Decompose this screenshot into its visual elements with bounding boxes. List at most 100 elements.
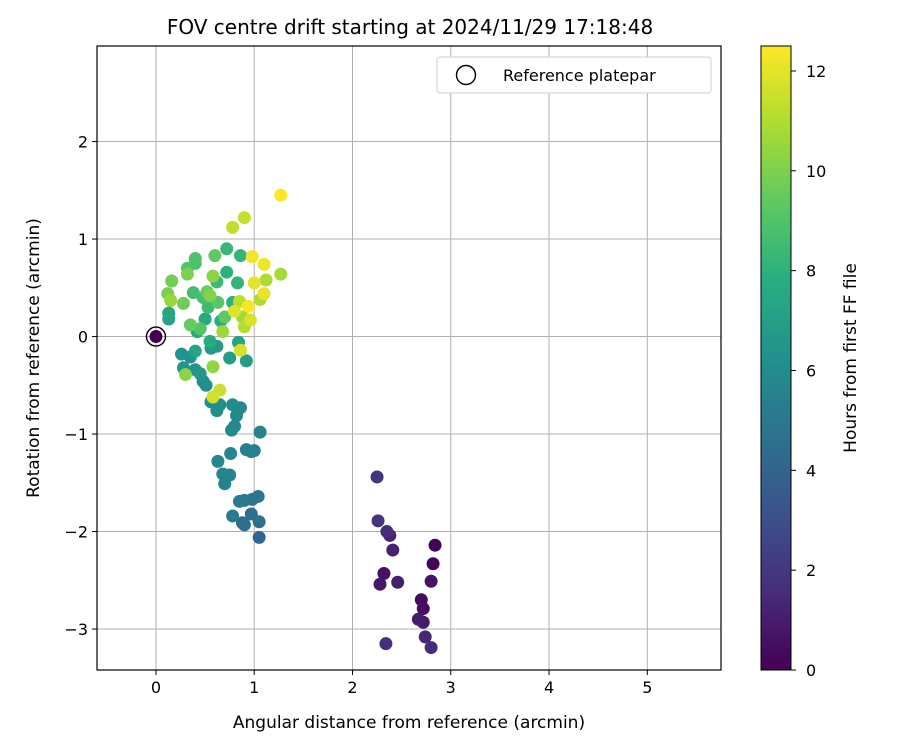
data-point bbox=[188, 252, 202, 266]
data-point bbox=[201, 300, 215, 314]
colorbar-tick-label: 0 bbox=[806, 661, 816, 680]
legend-reference-marker bbox=[455, 64, 477, 86]
legend: Reference platepar bbox=[436, 56, 712, 94]
data-point bbox=[241, 299, 255, 313]
data-point bbox=[411, 612, 425, 626]
data-point bbox=[257, 257, 271, 271]
data-point bbox=[162, 306, 176, 320]
data-point bbox=[226, 398, 240, 412]
data-point bbox=[426, 557, 440, 571]
data-point bbox=[379, 637, 393, 651]
data-point bbox=[206, 269, 220, 283]
data-point bbox=[239, 354, 253, 368]
data-point bbox=[225, 423, 239, 437]
reference-start-point bbox=[149, 330, 163, 344]
legend-entry-reference: Reference platepar bbox=[503, 66, 656, 85]
y-tick-label: −2 bbox=[64, 523, 88, 542]
data-point bbox=[257, 287, 271, 301]
data-point bbox=[193, 367, 207, 381]
data-point bbox=[220, 265, 234, 279]
data-point bbox=[178, 368, 192, 382]
data-point bbox=[233, 343, 247, 357]
data-points bbox=[145, 188, 442, 655]
data-point bbox=[373, 577, 387, 591]
y-tick-label: 1 bbox=[78, 230, 88, 249]
data-point bbox=[416, 602, 430, 616]
data-point bbox=[183, 318, 197, 332]
data-point bbox=[206, 360, 220, 374]
x-tick-label: 5 bbox=[642, 678, 652, 697]
y-tick-label: 2 bbox=[78, 133, 88, 152]
data-point bbox=[228, 304, 242, 318]
data-point bbox=[370, 470, 384, 484]
colorbar-label: Hours from first FF file bbox=[841, 263, 861, 453]
y-axis-label: Rotation from reference (arcmin) bbox=[24, 218, 44, 498]
colorbar-tick-label: 6 bbox=[806, 361, 816, 380]
data-point bbox=[371, 514, 385, 528]
data-point bbox=[274, 188, 288, 202]
colorbar-tick-label: 2 bbox=[806, 561, 816, 580]
data-point bbox=[175, 347, 189, 361]
data-point bbox=[251, 489, 265, 503]
colorbar-gradient bbox=[760, 45, 792, 671]
x-tick-label: 2 bbox=[347, 678, 357, 697]
data-point bbox=[391, 575, 405, 589]
data-point bbox=[206, 390, 220, 404]
data-point bbox=[211, 454, 225, 468]
data-point bbox=[226, 509, 240, 523]
data-point bbox=[424, 574, 438, 588]
data-point bbox=[198, 312, 212, 326]
data-point bbox=[245, 250, 259, 264]
colorbar-ticks: 0 2 4 6 8 10 12 bbox=[791, 62, 826, 680]
data-point bbox=[274, 267, 288, 281]
data-point bbox=[243, 313, 257, 327]
y-axis-ticks: −3 −2 −1 0 1 2 bbox=[64, 133, 97, 639]
data-point bbox=[193, 322, 207, 336]
data-point bbox=[377, 566, 391, 580]
x-tick-label: 3 bbox=[446, 678, 456, 697]
x-tick-label: 4 bbox=[544, 678, 554, 697]
data-point bbox=[223, 351, 237, 365]
data-point bbox=[188, 344, 202, 358]
data-point bbox=[237, 211, 251, 225]
data-point bbox=[259, 273, 273, 287]
data-point bbox=[418, 630, 432, 644]
data-point bbox=[424, 641, 438, 655]
reference-platepar-marker bbox=[145, 326, 167, 347]
legend-box bbox=[436, 56, 712, 94]
colorbar-tick-label: 10 bbox=[806, 162, 826, 181]
chart-title: FOV centre drift starting at 2024/11/29 … bbox=[167, 15, 653, 39]
data-point bbox=[247, 276, 261, 290]
data-point bbox=[203, 289, 217, 303]
data-point bbox=[244, 445, 258, 459]
data-point bbox=[233, 249, 247, 263]
data-point bbox=[232, 494, 246, 508]
data-point bbox=[164, 293, 178, 307]
data-point bbox=[208, 249, 222, 263]
colorbar: 0 2 4 6 8 10 12 Hours from first FF file bbox=[760, 45, 861, 680]
data-point bbox=[220, 242, 234, 256]
x-tick-label: 0 bbox=[151, 678, 161, 697]
x-axis-ticks: 0 1 2 3 4 5 bbox=[151, 670, 652, 697]
colorbar-tick-label: 4 bbox=[806, 461, 816, 480]
x-axis-label: Angular distance from reference (arcmin) bbox=[233, 713, 585, 733]
data-point bbox=[203, 334, 217, 348]
y-tick-label: −1 bbox=[64, 425, 88, 444]
data-point bbox=[176, 296, 190, 310]
data-point bbox=[253, 425, 267, 439]
data-point bbox=[186, 286, 200, 300]
data-point bbox=[386, 543, 400, 557]
data-point bbox=[216, 467, 230, 481]
data-point bbox=[252, 530, 266, 544]
data-point bbox=[380, 525, 394, 539]
data-point bbox=[216, 325, 230, 339]
data-point bbox=[231, 276, 245, 290]
colorbar-tick-label: 12 bbox=[806, 62, 826, 81]
data-point bbox=[428, 538, 442, 552]
data-point bbox=[226, 220, 240, 234]
plot-area-frame bbox=[96, 45, 722, 671]
data-point bbox=[218, 310, 232, 324]
data-point bbox=[180, 267, 194, 281]
data-point bbox=[224, 447, 238, 461]
